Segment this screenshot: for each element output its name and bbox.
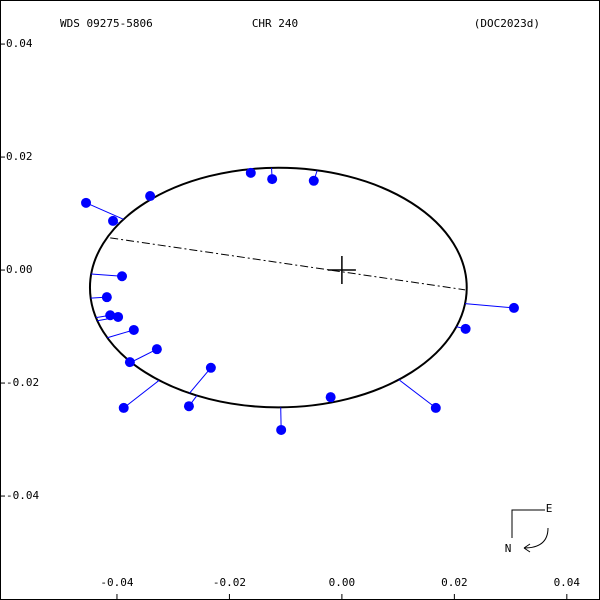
- residual: [123, 379, 160, 409]
- y-tick-label: 0.02: [6, 150, 33, 163]
- header-center: CHR 240: [252, 17, 298, 30]
- compass-north: N: [505, 542, 512, 555]
- observation: [145, 191, 156, 202]
- orbit: [88, 166, 468, 409]
- observation: [113, 311, 124, 322]
- residual: [398, 379, 437, 409]
- observation: [276, 424, 287, 435]
- observation: [430, 402, 441, 413]
- x-tick-label: -0.04: [100, 576, 133, 589]
- observation: [460, 323, 471, 334]
- observation: [183, 401, 194, 412]
- observation: [245, 167, 256, 178]
- line-of-nodes: [110, 237, 466, 291]
- y-tick-label: 0.00: [6, 263, 33, 276]
- primary-star: [327, 256, 356, 285]
- observation: [151, 344, 162, 355]
- observation: [81, 197, 92, 208]
- x-tick-label: -0.02: [213, 576, 246, 589]
- observation: [205, 362, 216, 373]
- observation: [108, 215, 119, 226]
- observation: [118, 402, 129, 413]
- header-right: (DOC2023d): [474, 17, 540, 30]
- x-tick-label: 0.02: [441, 576, 468, 589]
- compass-east: E: [546, 502, 553, 515]
- observation: [325, 392, 336, 403]
- y-tick-label: 0.04: [6, 37, 33, 50]
- y-tick-label: -0.04: [6, 489, 39, 502]
- residual: [91, 273, 123, 277]
- residual: [85, 202, 124, 220]
- observation: [308, 175, 319, 186]
- observation: [267, 174, 278, 185]
- y-tick-label: -0.02: [6, 376, 39, 389]
- residual: [189, 367, 212, 394]
- residual: [464, 303, 515, 309]
- header-left: WDS 09275-5806: [60, 17, 153, 30]
- observation: [128, 324, 139, 335]
- observation: [117, 271, 128, 282]
- observation: [508, 302, 519, 313]
- observation: [101, 292, 112, 303]
- observation: [124, 357, 135, 368]
- compass: E N: [505, 502, 553, 555]
- x-tick-label: 0.00: [329, 576, 356, 589]
- x-tick-label: 0.04: [554, 576, 581, 589]
